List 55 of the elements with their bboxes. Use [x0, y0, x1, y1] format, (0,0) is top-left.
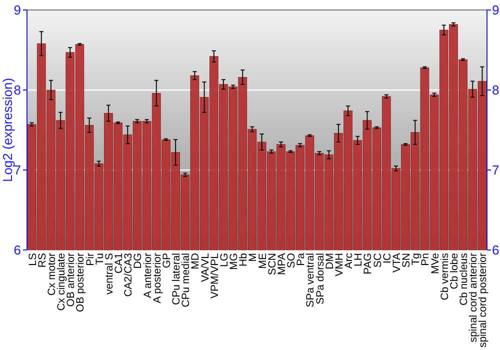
x-tick-label: A anterior — [142, 252, 154, 298]
x-tick-label: Pa — [295, 252, 308, 266]
x-tick-label: PAG — [362, 253, 374, 274]
x-tick-label: Tg — [410, 252, 422, 266]
x-tick-label: SPa dorsal — [314, 253, 326, 304]
y-tick-label: 9 — [14, 2, 21, 18]
x-tick-label: M — [247, 253, 260, 262]
y-axis-title: Log2 (expression) — [0, 78, 15, 182]
x-tick-label: LH — [352, 253, 365, 266]
x-tick-label: OB anterior — [65, 252, 78, 307]
y-tick-label: 7 — [14, 162, 21, 178]
x-tick-label: Tu — [94, 252, 106, 265]
x-tick-label: SPa ventral — [304, 253, 317, 308]
x-tick-label: VMH — [333, 253, 346, 276]
x-tick-label: A posterior — [151, 252, 164, 304]
x-tick-label: SO — [286, 253, 298, 268]
x-tick-label: LG — [218, 253, 230, 268]
y2-tick-label: 9 — [492, 2, 500, 18]
x-tick-label: spinal cord anterior — [468, 252, 480, 342]
x-tick-label: LS — [26, 253, 39, 266]
x-tick-label: MVe — [429, 252, 442, 274]
x-tick-label: OB posterior — [74, 252, 87, 312]
x-tick-label: SN — [400, 253, 413, 268]
x-tick-label: MD — [190, 252, 202, 270]
y2-tick-label: 7 — [492, 162, 500, 178]
x-tick-label: Cx motor — [46, 252, 58, 296]
x-tick-label: Cb nucleus — [458, 253, 470, 306]
x-tick-label: GP — [160, 253, 173, 268]
x-tick-label: SC — [372, 252, 384, 268]
x-tick-label: DG — [132, 253, 144, 269]
x-tick-label: CA1 — [113, 252, 126, 274]
x-tick-label: CA2/CA3 — [122, 252, 135, 297]
x-tick-label: IC — [381, 252, 394, 264]
y-tick-label: 8 — [14, 82, 21, 98]
x-tick-label: Cb lobe — [448, 252, 460, 290]
x-tick-label: VA/VL — [199, 252, 212, 282]
x-tick-label: MPA — [276, 253, 288, 275]
x-tick-label: spinal cord posterior — [477, 252, 490, 348]
y2-tick-label: 6 — [492, 242, 500, 258]
x-tick-label: Cb vermis — [438, 253, 451, 300]
x-tick-label: VPM/VPL — [208, 252, 221, 299]
x-tick-label: Pn — [420, 252, 432, 266]
x-tick-label: Pir — [84, 252, 96, 266]
x-tick-label: DM — [324, 253, 336, 270]
y-tick-label: 6 — [14, 242, 21, 258]
x-tick-label: Hb — [238, 252, 250, 266]
x-tick-label: Cx cingulate — [56, 252, 68, 311]
y2-tick-label: 8 — [492, 82, 500, 98]
x-tick-label: CPu medial — [180, 253, 192, 308]
x-tick-label: RS — [36, 253, 48, 268]
x-tick-label: ME — [256, 253, 269, 269]
x-tick-label: VTA — [390, 253, 403, 273]
x-tick-label: SCN — [266, 253, 278, 276]
x-tick-label: Arc — [343, 253, 356, 269]
x-tick-label: ventral S — [103, 253, 116, 294]
